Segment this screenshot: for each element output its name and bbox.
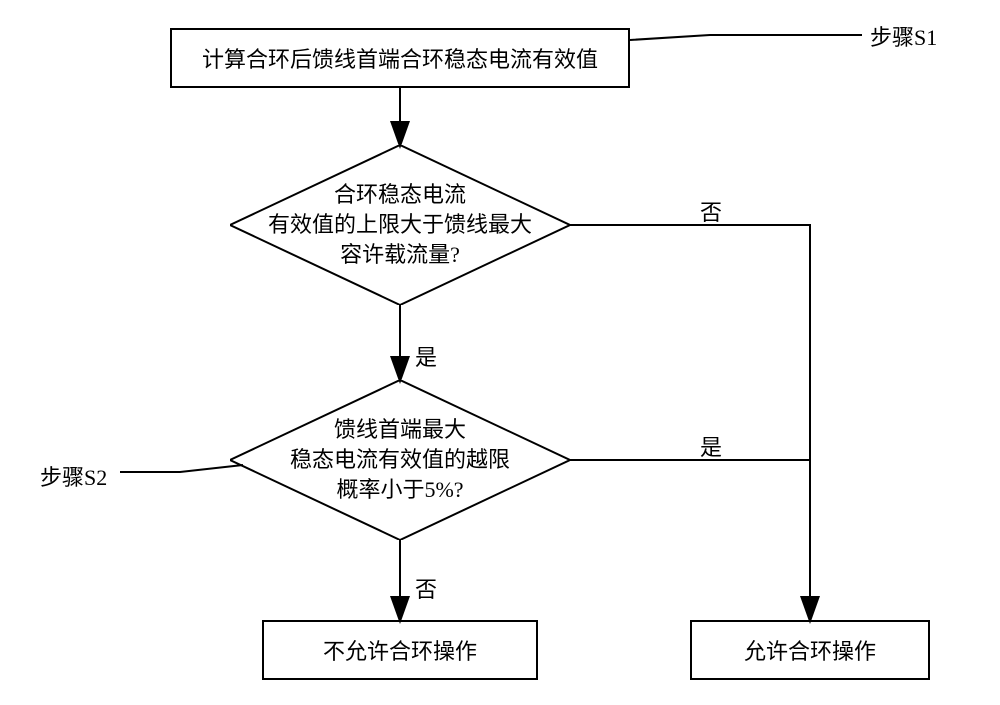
process-box-s1-text: 计算合环后馈线首端合环稳态电流有效值 bbox=[202, 42, 598, 74]
decision-d2: 馈线首端最大 稳态电流有效值的越限 概率小于5%? bbox=[230, 380, 570, 540]
terminal-allow-text: 允许合环操作 bbox=[744, 634, 876, 666]
edge-label-d2-no: 否 bbox=[415, 572, 437, 604]
terminal-disallow: 不允许合环操作 bbox=[262, 620, 538, 680]
decision-d1-text: 合环稳态电流 有效值的上限大于馈线最大 容许载流量? bbox=[268, 180, 532, 269]
terminal-disallow-text: 不允许合环操作 bbox=[323, 634, 477, 666]
connector-layer bbox=[0, 0, 1000, 705]
step-label-s2: 步骤S2 bbox=[40, 460, 107, 492]
edge-label-d1-no: 否 bbox=[700, 195, 722, 227]
edge-label-d2-yes: 是 bbox=[700, 430, 722, 462]
terminal-allow: 允许合环操作 bbox=[690, 620, 930, 680]
decision-d2-text: 馈线首端最大 稳态电流有效值的越限 概率小于5%? bbox=[290, 415, 510, 504]
step-label-s1: 步骤S1 bbox=[870, 20, 937, 52]
decision-d1: 合环稳态电流 有效值的上限大于馈线最大 容许载流量? bbox=[230, 145, 570, 305]
edge-label-d1-yes: 是 bbox=[415, 340, 437, 372]
process-box-s1: 计算合环后馈线首端合环稳态电流有效值 bbox=[170, 28, 630, 88]
